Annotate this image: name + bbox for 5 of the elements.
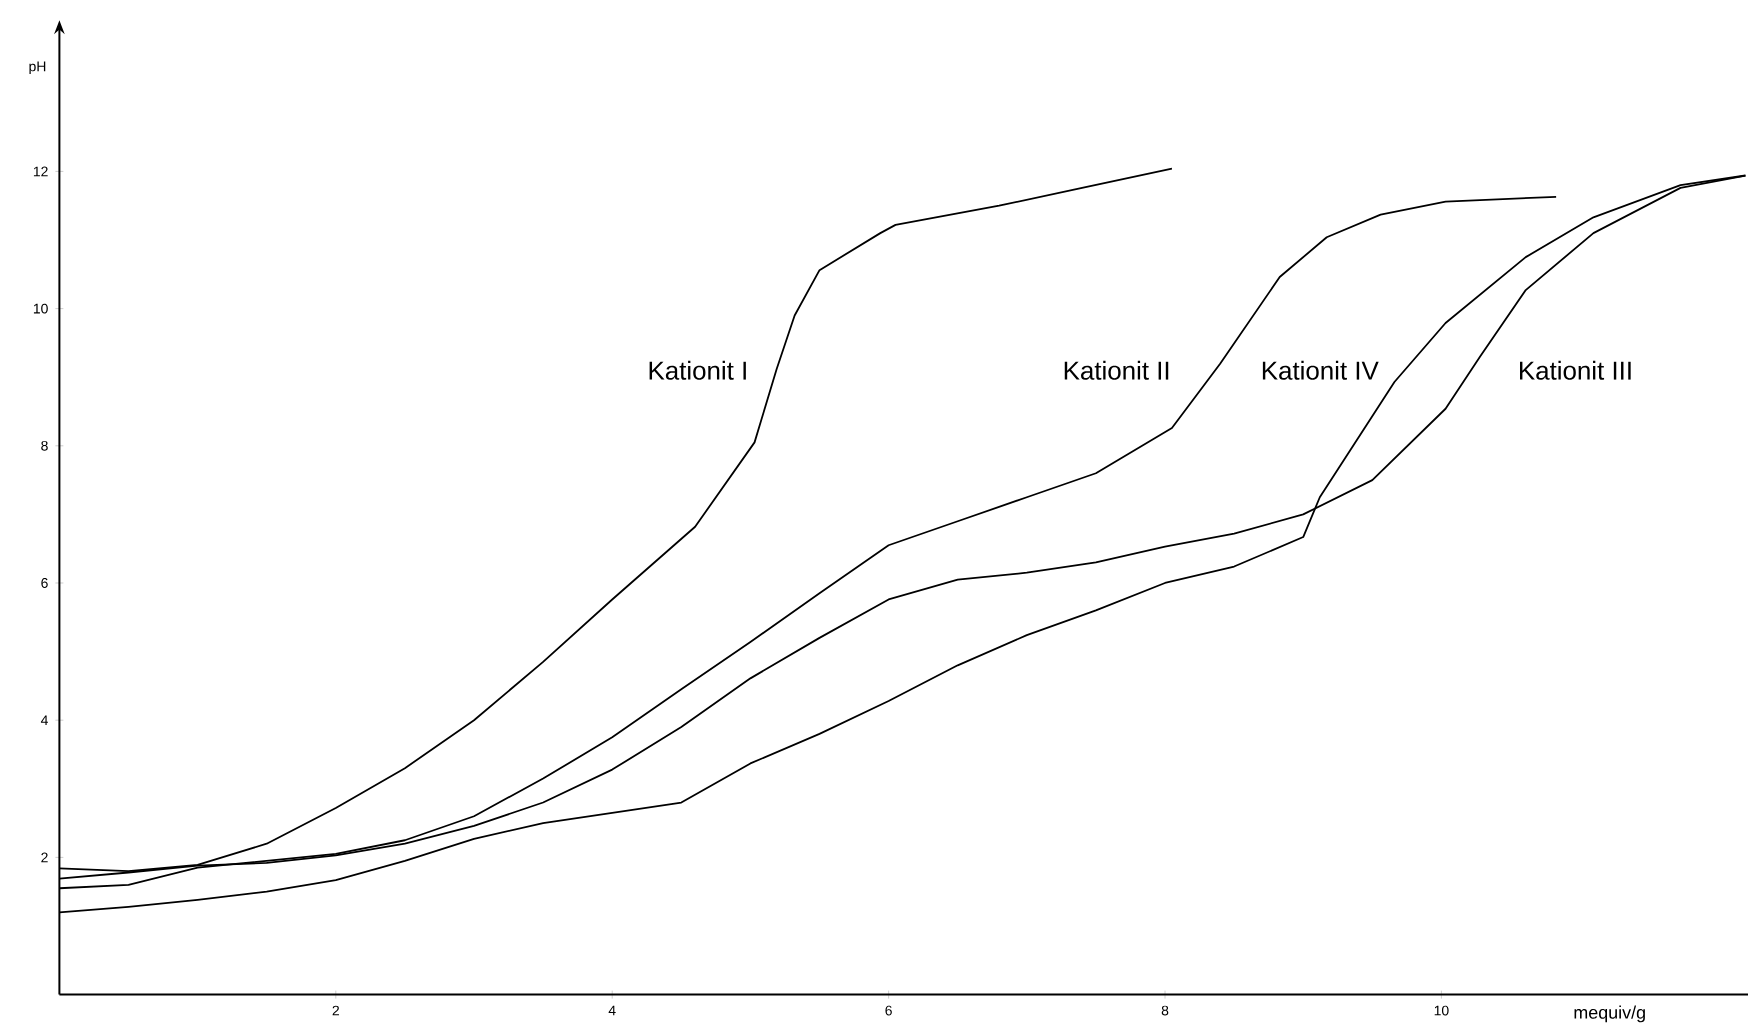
x-axis-title: mequiv/g	[1574, 1005, 1645, 1023]
series-label: Kationit IV	[1262, 360, 1379, 380]
series-label: Kationit III	[1520, 360, 1631, 380]
series-label: Kationit II	[1064, 360, 1169, 380]
series-label: Kationit I	[649, 360, 746, 380]
